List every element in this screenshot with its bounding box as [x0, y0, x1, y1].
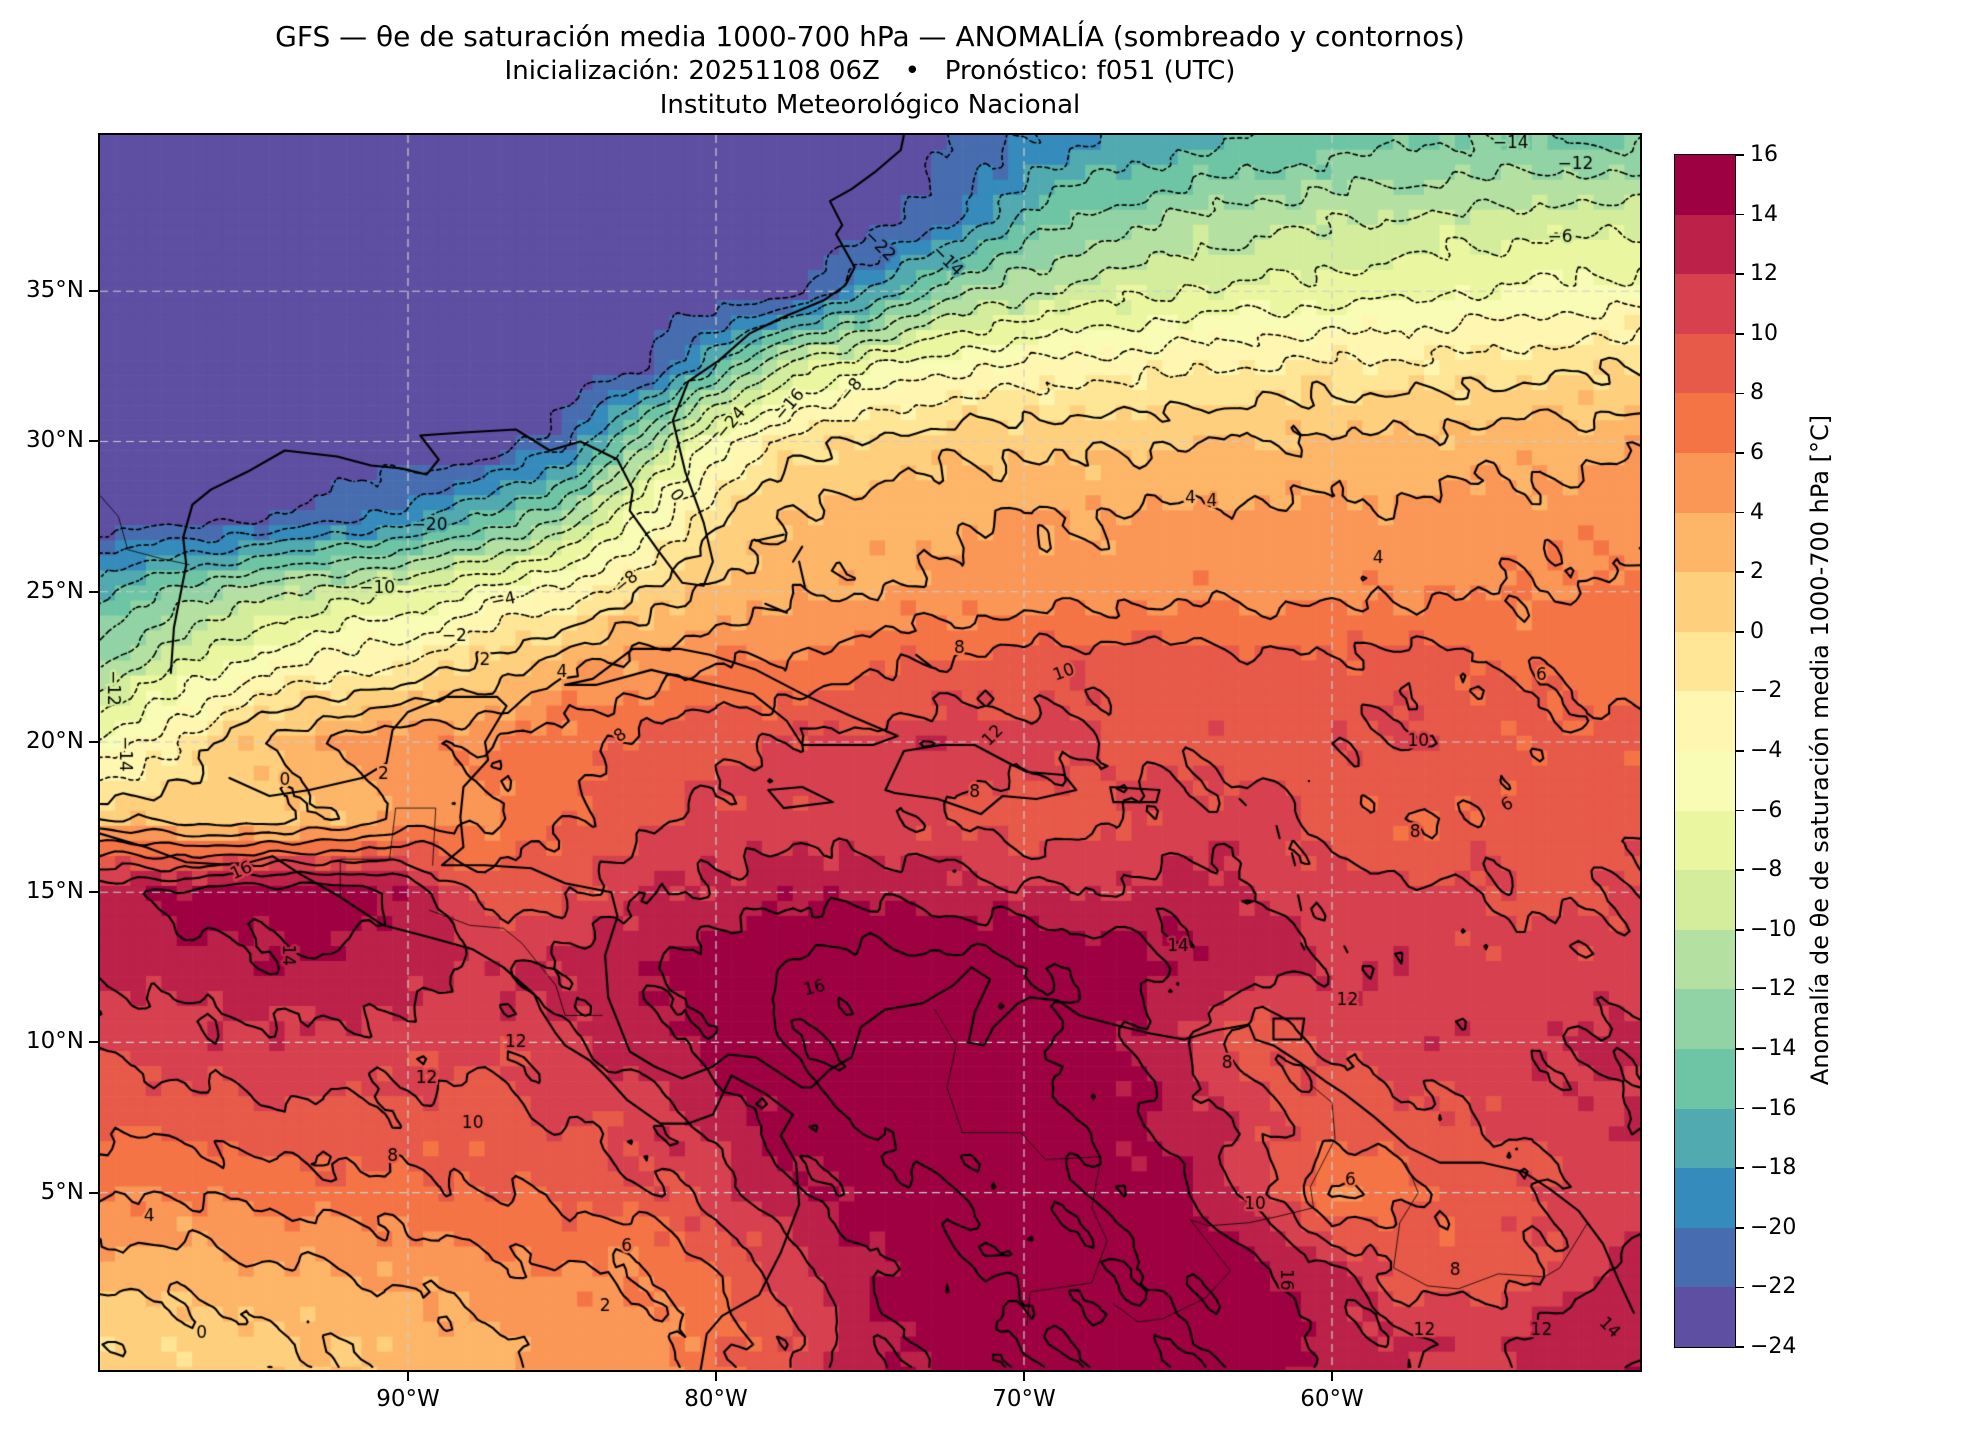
colorbar-tick-mark	[1736, 1107, 1744, 1110]
colorbar-swatch	[1675, 572, 1735, 632]
y-tick-mark	[89, 590, 98, 593]
colorbar-tick-mark	[1736, 213, 1744, 216]
colorbar-tick-mark	[1736, 928, 1744, 931]
colorbar-swatch	[1675, 810, 1735, 871]
y-tick-label: 25°N	[26, 577, 84, 604]
colorbar-swatch	[1675, 989, 1735, 1049]
colorbar-tick-mark	[1736, 452, 1744, 454]
colorbar-tick-label: 0	[1750, 618, 1764, 644]
colorbar-tick-mark	[1736, 1226, 1744, 1229]
colorbar-swatch	[1675, 929, 1735, 990]
colorbar-swatch	[1675, 1108, 1735, 1169]
colorbar-tick-label: −12	[1750, 976, 1797, 1002]
colorbar-tick-label: −8	[1750, 857, 1783, 883]
y-tick-label: 10°N	[26, 1028, 84, 1055]
x-tick-mark	[1023, 1372, 1025, 1381]
colorbar-tick-mark	[1736, 1048, 1744, 1050]
colorbar-swatch	[1675, 452, 1735, 513]
colorbar-tick-mark	[1736, 332, 1744, 335]
title-line-3: Instituto Meteorológico Nacional	[659, 90, 1081, 120]
x-tick-label: 80°W	[684, 1386, 748, 1412]
title-line-1: GFS — θe de saturación media 1000-700 hP…	[275, 20, 1465, 53]
colorbar-tick-label: 16	[1750, 142, 1778, 167]
colorbar-tick-mark	[1736, 511, 1744, 514]
colorbar-tick-mark	[1736, 1346, 1744, 1348]
colorbar-tick-label: 8	[1750, 380, 1764, 406]
colorbar-tick-label: −10	[1750, 916, 1797, 942]
colorbar-tick-mark	[1736, 1167, 1744, 1170]
colorbar-tick-label: −22	[1750, 1274, 1797, 1300]
x-tick-mark	[407, 1372, 409, 1381]
y-tick-mark	[89, 1191, 98, 1194]
colorbar-tick-label: −6	[1750, 797, 1783, 823]
colorbar-tick-mark	[1736, 273, 1744, 276]
x-tick-label: 60°W	[1300, 1386, 1364, 1412]
colorbar-tick-mark	[1736, 809, 1744, 812]
colorbar-tick-label: −18	[1750, 1155, 1797, 1181]
y-tick-mark	[89, 891, 98, 894]
colorbar-tick-label: −16	[1750, 1095, 1797, 1121]
colorbar-tick-label: 10	[1750, 320, 1778, 346]
colorbar-swatch	[1675, 155, 1735, 215]
y-tick-mark	[89, 1041, 98, 1044]
colorbar-tick-label: 4	[1750, 499, 1764, 525]
colorbar-tick-label: −20	[1750, 1214, 1797, 1240]
colorbar-tick-mark	[1736, 630, 1744, 633]
colorbar	[1674, 154, 1736, 1348]
y-tick-label: 20°N	[26, 727, 84, 754]
colorbar-swatch	[1675, 691, 1735, 751]
colorbar-tick-label: 2	[1750, 559, 1764, 585]
map-frame	[98, 133, 1642, 1372]
colorbar-tick-label: −14	[1750, 1036, 1797, 1061]
colorbar-tick-mark	[1736, 690, 1744, 693]
title-line-2: Inicialización: 20251108 06Z • Pronóstic…	[504, 56, 1236, 86]
colorbar-tick-label: 6	[1750, 440, 1764, 465]
colorbar-tick-mark	[1736, 571, 1744, 574]
figure-title: GFS — θe de saturación media 1000-700 hP…	[100, 0, 1640, 120]
colorbar-label: Anomalía de θe de saturación media 1000-…	[1806, 414, 1834, 1086]
colorbar-swatch	[1675, 1048, 1735, 1109]
colorbar-tick-label: −24	[1750, 1334, 1797, 1359]
y-tick-mark	[89, 290, 98, 293]
y-tick-mark	[89, 740, 98, 743]
colorbar-tick-mark	[1736, 1286, 1744, 1289]
colorbar-swatch	[1675, 750, 1735, 811]
y-tick-label: 5°N	[40, 1178, 84, 1205]
colorbar-tick-label: 14	[1750, 201, 1778, 227]
colorbar-tick-mark	[1736, 750, 1744, 752]
colorbar-swatch	[1675, 214, 1735, 275]
y-tick-label: 35°N	[26, 277, 84, 304]
colorbar-tick-label: −4	[1750, 738, 1783, 763]
x-tick-label: 70°W	[992, 1386, 1056, 1412]
colorbar-tick-label: 12	[1750, 261, 1778, 287]
anomaly-map-canvas	[100, 135, 1640, 1370]
y-tick-label: 15°N	[26, 878, 84, 905]
colorbar-swatch	[1675, 393, 1735, 453]
colorbar-tick-mark	[1736, 988, 1744, 991]
colorbar-swatch	[1675, 870, 1735, 930]
colorbar-swatch	[1675, 631, 1735, 692]
x-tick-label: 90°W	[376, 1386, 440, 1412]
y-tick-label: 30°N	[26, 427, 84, 454]
x-tick-mark	[715, 1372, 717, 1381]
y-tick-mark	[89, 440, 98, 443]
colorbar-swatch	[1675, 274, 1735, 334]
colorbar-swatch	[1675, 512, 1735, 573]
colorbar-tick-mark	[1736, 869, 1744, 872]
colorbar-swatch	[1675, 1168, 1735, 1228]
colorbar-tick-mark	[1736, 154, 1744, 156]
colorbar-tick-label: −2	[1750, 678, 1783, 704]
colorbar-swatch	[1675, 1287, 1735, 1347]
colorbar-swatch	[1675, 1227, 1735, 1288]
colorbar-swatch	[1675, 333, 1735, 394]
x-tick-mark	[1331, 1372, 1333, 1381]
colorbar-tick-mark	[1736, 392, 1744, 395]
